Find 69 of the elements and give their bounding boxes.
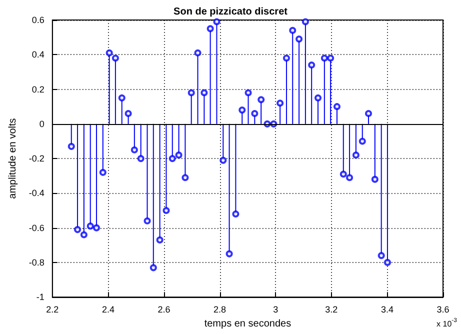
point: [150, 264, 157, 272]
point: [238, 106, 246, 114]
point: [340, 170, 347, 178]
point: [92, 224, 100, 232]
point: [80, 231, 88, 238]
point: [220, 156, 227, 164]
point: [86, 222, 94, 230]
point: [168, 155, 176, 162]
point: [118, 94, 126, 102]
point: [68, 142, 75, 150]
point: [251, 110, 258, 118]
point: [106, 49, 113, 56]
y-tick-label: -0.8: [28, 257, 44, 268]
point: [302, 18, 309, 26]
x-tick-label: 2.6: [158, 304, 170, 315]
point: [371, 176, 378, 183]
point: [327, 54, 334, 62]
point: [226, 250, 233, 258]
y-tick-label: 0.6: [32, 15, 44, 25]
point: [282, 54, 290, 62]
y-axis-title: amplitude en volts: [8, 118, 18, 199]
point: [296, 36, 303, 43]
point: [130, 146, 138, 154]
x-tick-label: 3: [273, 304, 278, 315]
y-tick-label: 0.2: [32, 84, 44, 94]
point: [276, 100, 284, 107]
y-tick-label: -0.2: [28, 154, 44, 164]
point: [289, 26, 296, 34]
point: [378, 252, 385, 260]
point: [308, 62, 316, 69]
point: [182, 174, 189, 182]
point: [162, 207, 170, 214]
point: [333, 103, 340, 110]
x-tick-label: 2.4: [102, 304, 114, 315]
point: [206, 25, 214, 32]
point: [124, 110, 132, 118]
point: [232, 210, 240, 218]
point: [213, 18, 220, 26]
point: [112, 54, 119, 62]
point: [352, 152, 360, 159]
chart-title: Son de pizzicato discret: [174, 6, 288, 18]
x-tick-label: 3.2: [325, 304, 338, 315]
point: [314, 94, 322, 102]
point: [188, 89, 195, 96]
point: [244, 89, 252, 96]
point: [99, 168, 106, 176]
point: [156, 236, 164, 244]
x-tick-label: 2.8: [214, 304, 226, 315]
x-tick-label: 2.2: [46, 304, 59, 315]
y-tick-label: -0.6: [28, 222, 44, 233]
point: [365, 110, 372, 118]
y-tick-label: -0.4: [28, 188, 44, 198]
point: [175, 152, 182, 159]
point: [194, 49, 202, 56]
x-axis-title: temps en secondes: [204, 318, 292, 330]
point: [144, 217, 151, 224]
point: [258, 96, 265, 104]
point: [346, 174, 354, 182]
y-tick-label: 0: [39, 118, 44, 129]
point: [137, 155, 144, 162]
point: [200, 89, 208, 96]
point: [384, 258, 391, 266]
y-tick-label: -1: [36, 292, 44, 302]
point: [74, 226, 82, 234]
x-tick-label: 3.6: [436, 304, 450, 315]
point: [358, 138, 366, 145]
x-tick-label: 3.4: [380, 304, 394, 315]
y-tick-label: 0.4: [32, 50, 44, 60]
point: [320, 54, 328, 62]
